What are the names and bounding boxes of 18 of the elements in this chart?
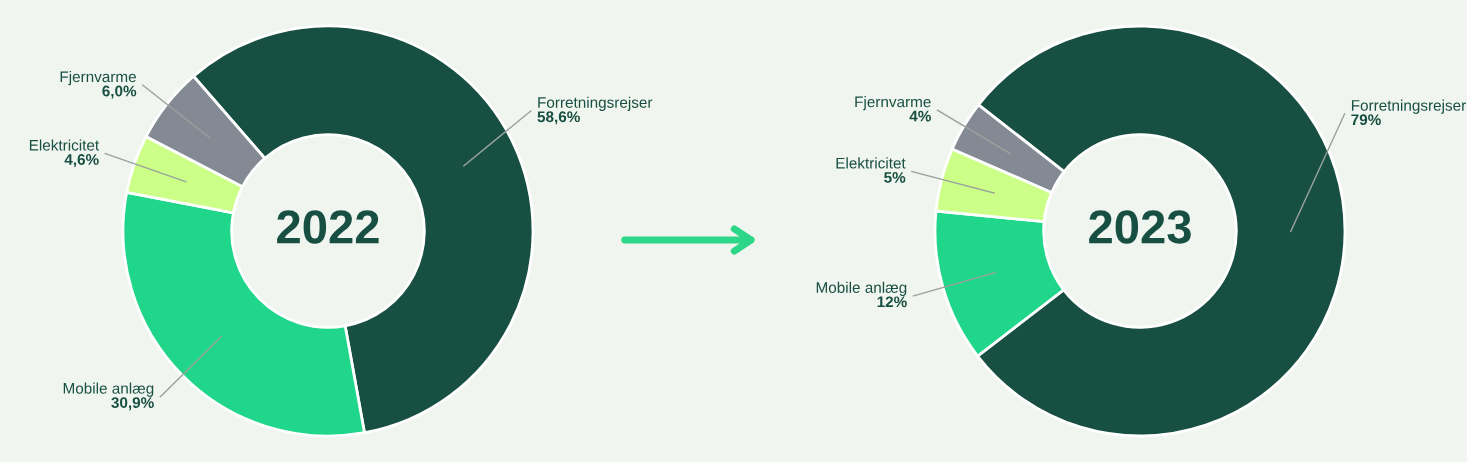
- data-label: 5%: [884, 172, 906, 183]
- data-label: 58,6%: [537, 111, 580, 125]
- slice-label: Fjernvarme: [855, 96, 931, 111]
- data-label: 12%: [877, 296, 907, 308]
- slice-label: Forretningsrejser: [538, 96, 653, 111]
- slice-label: Mobile anlæg: [816, 281, 907, 296]
- text: 2023: [1089, 210, 1191, 244]
- text: 2022: [277, 210, 379, 244]
- data-label: 4%: [909, 110, 931, 122]
- slice-label: Elektricitet: [29, 139, 100, 151]
- slice-label: Forretningsrejser: [1351, 99, 1466, 114]
- data-label: 79%: [1351, 114, 1381, 126]
- data-label: 6,0%: [102, 85, 137, 99]
- data-label: 30,9%: [111, 397, 154, 411]
- slice-label: Fjernvarme: [60, 70, 136, 86]
- slice-label: Mobile anlæg: [63, 382, 154, 397]
- slice-label: Elektricitet: [836, 157, 906, 169]
- data-label: 4,6%: [64, 154, 99, 168]
